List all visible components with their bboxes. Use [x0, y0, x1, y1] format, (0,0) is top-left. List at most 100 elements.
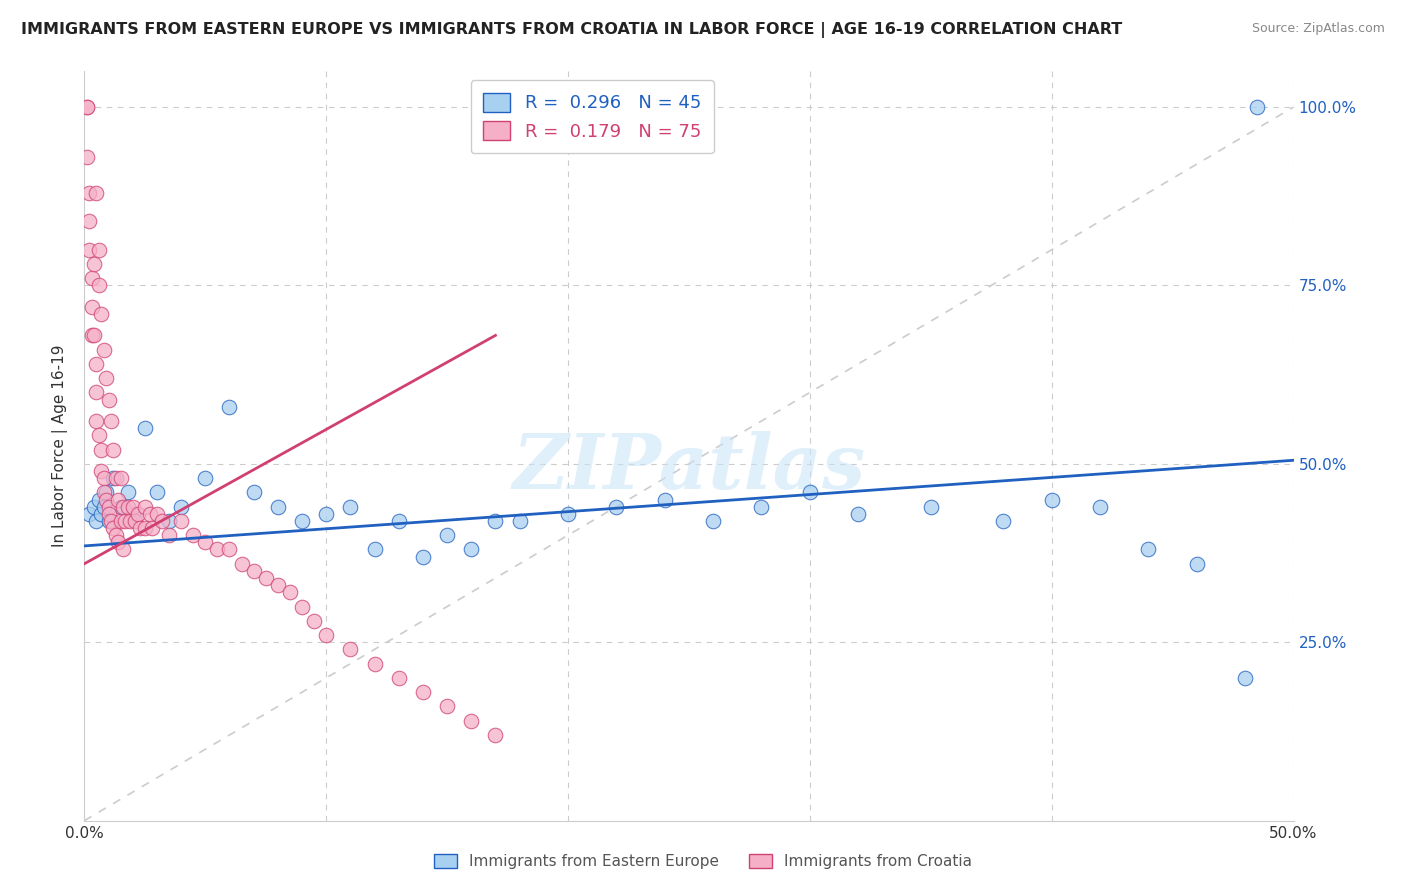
Point [90, 307, 112, 321]
Point [90, 507, 112, 521]
Point [107, 492, 129, 507]
Point [339, 642, 361, 657]
Point [110, 471, 132, 485]
Point [90, 464, 112, 478]
Point [605, 500, 627, 514]
Point [76, 150, 98, 164]
Point [103, 471, 125, 485]
Point [76, 100, 98, 114]
Point [388, 671, 411, 685]
Point [104, 471, 127, 485]
Point [1137, 542, 1160, 557]
Point [302, 614, 325, 628]
Point [181, 528, 204, 542]
Point [117, 500, 139, 514]
Point [231, 557, 253, 571]
Point [97, 500, 120, 514]
Point [509, 514, 531, 528]
Point [94, 492, 117, 507]
Point [90, 442, 112, 457]
Point [86, 385, 108, 400]
Point [138, 507, 160, 521]
Point [460, 542, 482, 557]
Point [751, 500, 773, 514]
Point [339, 500, 361, 514]
Legend: R =  0.296   N = 45, R =  0.179   N = 75: R = 0.296 N = 45, R = 0.179 N = 75 [471, 80, 714, 153]
Point [146, 485, 169, 500]
Point [363, 657, 385, 671]
Point [799, 485, 821, 500]
Point [80, 300, 103, 314]
Point [218, 400, 240, 414]
Point [86, 186, 108, 200]
Point [207, 542, 229, 557]
Point [242, 485, 264, 500]
Point [436, 528, 458, 542]
Point [436, 699, 458, 714]
Legend: Immigrants from Eastern Europe, Immigrants from Croatia: Immigrants from Eastern Europe, Immigran… [427, 848, 979, 875]
Point [254, 571, 277, 585]
Point [1088, 500, 1111, 514]
Point [76, 100, 98, 114]
Point [93, 500, 115, 514]
Point [157, 514, 180, 528]
Point [97, 507, 120, 521]
Point [920, 500, 942, 514]
Point [278, 585, 301, 599]
Point [267, 578, 290, 592]
Point [127, 507, 149, 521]
Point [267, 500, 290, 514]
Point [80, 271, 103, 285]
Point [83, 328, 105, 343]
Point [702, 514, 724, 528]
Point [87, 428, 110, 442]
Point [194, 471, 217, 485]
Point [150, 514, 173, 528]
Point [129, 521, 152, 535]
Point [242, 564, 264, 578]
Point [121, 500, 143, 514]
Point [170, 500, 193, 514]
Point [93, 485, 115, 500]
Point [170, 514, 193, 528]
Point [87, 278, 110, 293]
Point [107, 535, 129, 549]
Point [484, 728, 506, 742]
Point [291, 599, 314, 614]
Point [104, 528, 127, 542]
Point [86, 514, 108, 528]
Point [103, 442, 125, 457]
Point [654, 492, 676, 507]
Point [112, 500, 135, 514]
Point [315, 507, 337, 521]
Point [557, 507, 579, 521]
Point [141, 521, 163, 535]
Text: IMMIGRANTS FROM EASTERN EUROPE VS IMMIGRANTS FROM CROATIA IN LABOR FORCE | AGE 1: IMMIGRANTS FROM EASTERN EUROPE VS IMMIGR… [21, 22, 1122, 38]
Point [110, 514, 132, 528]
Point [993, 514, 1015, 528]
Point [1040, 492, 1063, 507]
Point [77, 214, 100, 228]
Point [117, 485, 139, 500]
Point [87, 243, 110, 257]
Point [110, 500, 132, 514]
Point [77, 186, 100, 200]
Point [157, 528, 180, 542]
Point [218, 542, 240, 557]
Point [80, 328, 103, 343]
Point [1246, 100, 1268, 114]
Point [112, 542, 135, 557]
Point [86, 414, 108, 428]
Point [134, 500, 156, 514]
Point [93, 343, 115, 357]
Point [87, 492, 110, 507]
Point [83, 257, 105, 271]
Point [134, 421, 156, 435]
Point [1234, 671, 1257, 685]
Point [315, 628, 337, 642]
Point [86, 357, 108, 371]
Point [846, 507, 869, 521]
Point [100, 514, 122, 528]
Text: ZIPatlas: ZIPatlas [512, 432, 866, 506]
Point [94, 485, 117, 500]
